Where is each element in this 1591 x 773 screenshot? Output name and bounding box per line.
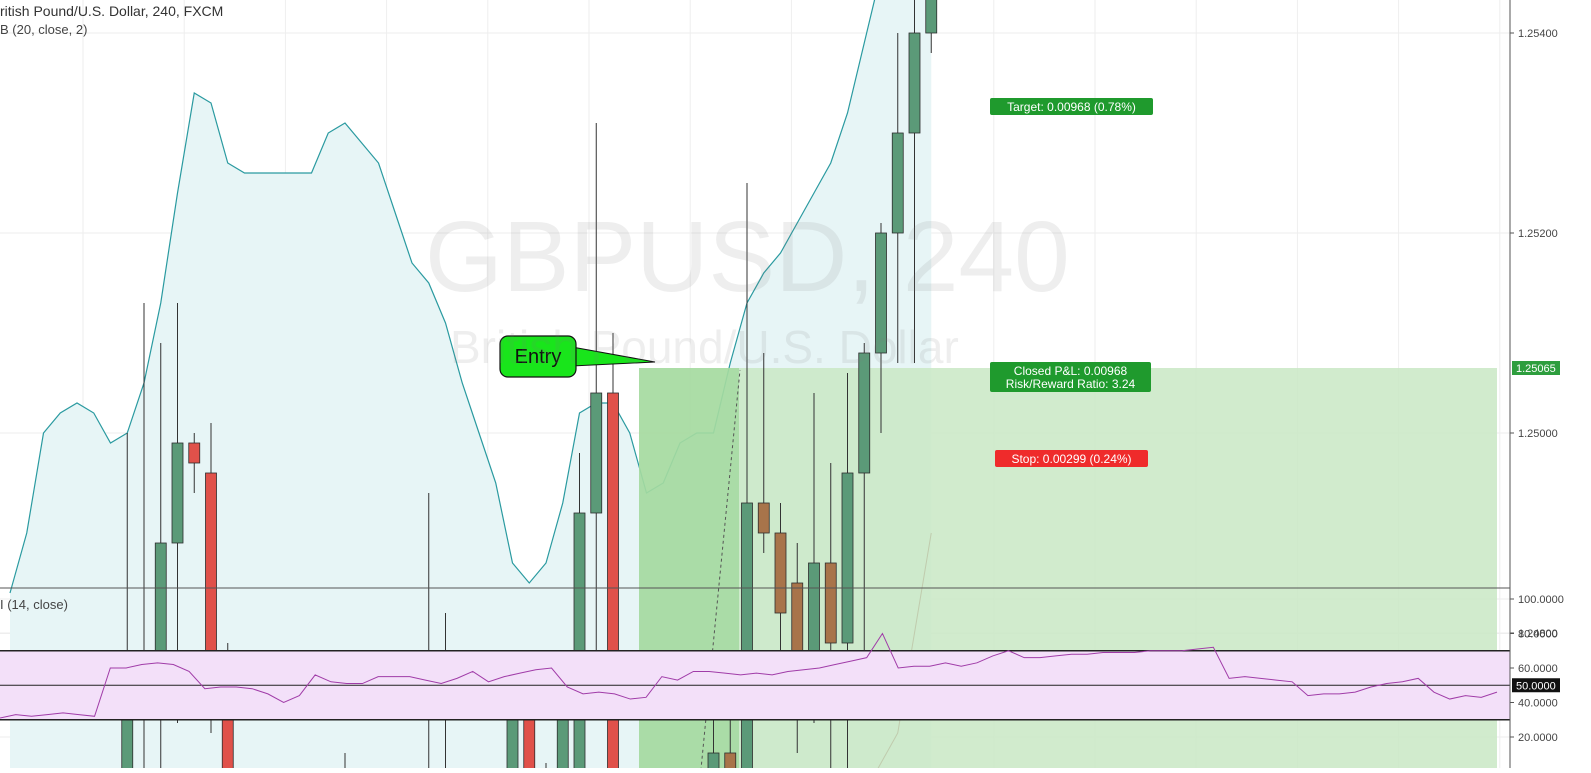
target-label-bg [990,98,1153,115]
rsi-midline-badge-text: 50.0000 [1516,680,1556,692]
candle [925,0,938,53]
rsi-midline-badge-bg [1512,678,1560,693]
price-tick-label: 1.25000 [1518,428,1558,440]
candle [875,223,887,433]
candle-body [573,512,586,773]
indicator-label-bollinger: B (20, close, 2) [0,22,88,37]
pnl-label-bg [990,362,1151,392]
price-tick-label: 1.25400 [1518,28,1558,40]
candle-body [824,562,837,644]
price-tick-label: 1.25200 [1518,228,1558,240]
candle-body [154,542,167,664]
target-label-text: Target: 0.00968 (0.78%) [1007,100,1136,114]
candle-body [741,502,753,773]
candle [824,463,837,773]
candle [188,433,201,493]
target-label: Target: 0.00968 (0.78%) [990,98,1153,115]
candle-body [205,472,217,664]
candle-body [757,502,770,534]
price-tick-label: 1.24800 [1518,628,1558,640]
candle-body [707,752,720,773]
candle [707,673,720,773]
price-badge-bg [1512,361,1560,375]
candle [428,493,430,773]
trade-path-line [700,369,741,773]
rsi-tick-label: 100.0000 [1518,594,1564,606]
pnl-label-text: Closed P&L: 0.00968 [1014,364,1128,378]
candle [590,123,603,663]
candle-body [858,352,871,474]
candle [774,503,787,663]
candle-body [774,532,787,614]
candle-body [908,32,921,134]
candle-body [925,0,938,34]
rsi-tick-label: 40.0000 [1518,698,1558,710]
pnl-label-text: Risk/Reward Ratio: 3.24 [1006,377,1136,391]
price-badge-text: 1.25065 [1516,363,1556,375]
candle-body [590,392,603,514]
candle [841,373,854,773]
bollinger-upper [9,0,876,594]
candle-body [171,442,184,544]
price-axis: 1.254001.252001.250001.248001.246001.244… [1509,0,1591,768]
entry-callout-box [499,335,577,378]
candle [757,353,770,553]
entry-callout-text: Entry [515,346,562,368]
price-axis-bg [1510,0,1591,768]
rsi-tick-label: 60.0000 [1518,663,1558,675]
candle [858,343,871,693]
rsi-line [0,632,1498,719]
stop-label-text: Stop: 0.00299 (0.24%) [1011,452,1131,466]
candle-body [875,232,887,354]
rsi-tick-label: 20.0000 [1518,732,1558,744]
candles [121,0,938,773]
rsi-tick-label: 80.0000 [1518,629,1558,641]
candle-body [724,752,737,773]
entry-callout: Entry [499,335,656,378]
chart-title: ritish Pound/U.S. Dollar, 240, FXCM [0,3,224,19]
candle [891,33,904,363]
stop-label-bg [995,450,1148,467]
candle-body [188,442,201,464]
candle [908,0,921,363]
candle-body [841,472,854,644]
rsi-pane [0,632,1510,721]
indicator-label-rsi: I (14, close) [0,597,68,612]
candle-body [891,132,904,234]
stop-label: Stop: 0.00299 (0.24%) [995,450,1148,467]
